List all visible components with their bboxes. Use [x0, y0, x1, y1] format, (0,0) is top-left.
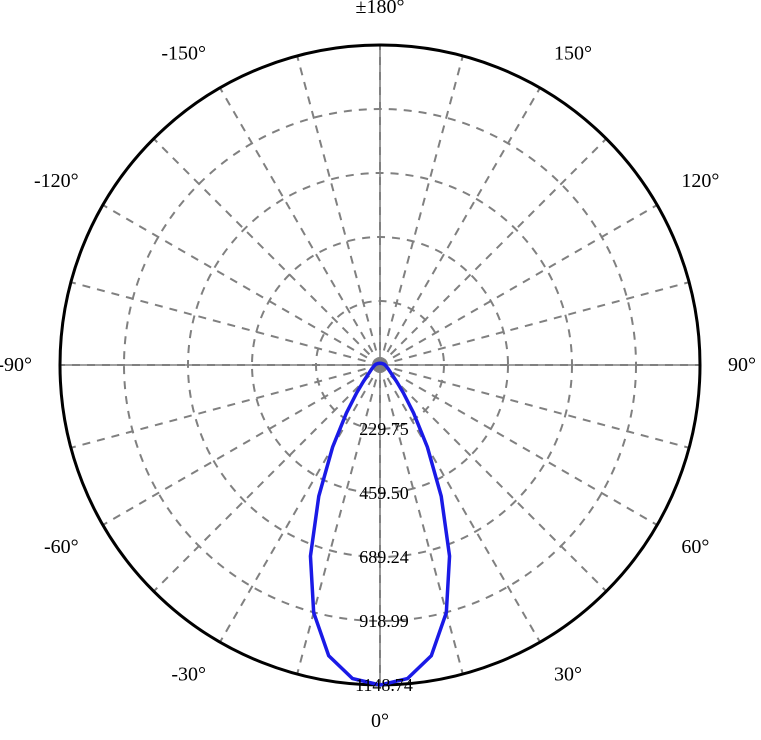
polar-chart-svg: 229.75 459.50 689.24 918.99 1148.74 ±180° -150…	[0, 0, 761, 740]
angle-label: 90°	[728, 354, 756, 376]
angle-label: -150°	[161, 43, 206, 65]
angle-label: -90°	[0, 354, 32, 376]
angle-label: -60°	[44, 536, 79, 558]
polar-chart: 229.75 459.50 689.24 918.99 1148.74 ±180° -150…	[0, 0, 761, 740]
ring-label: 689.24	[359, 547, 409, 567]
angle-label: 30°	[554, 663, 582, 685]
angle-label: 60°	[681, 536, 709, 558]
angle-label: 150°	[554, 43, 592, 65]
angle-label: -30°	[171, 663, 206, 685]
ring-label: 459.50	[359, 483, 409, 503]
angle-label: ±180°	[356, 0, 405, 18]
ring-label: 1148.74	[355, 675, 413, 695]
angle-label: -120°	[34, 170, 79, 192]
ring-label: 229.75	[359, 419, 409, 439]
ring-label: 918.99	[359, 611, 409, 631]
angle-label: 120°	[681, 170, 719, 192]
angle-label: 0°	[371, 710, 389, 732]
